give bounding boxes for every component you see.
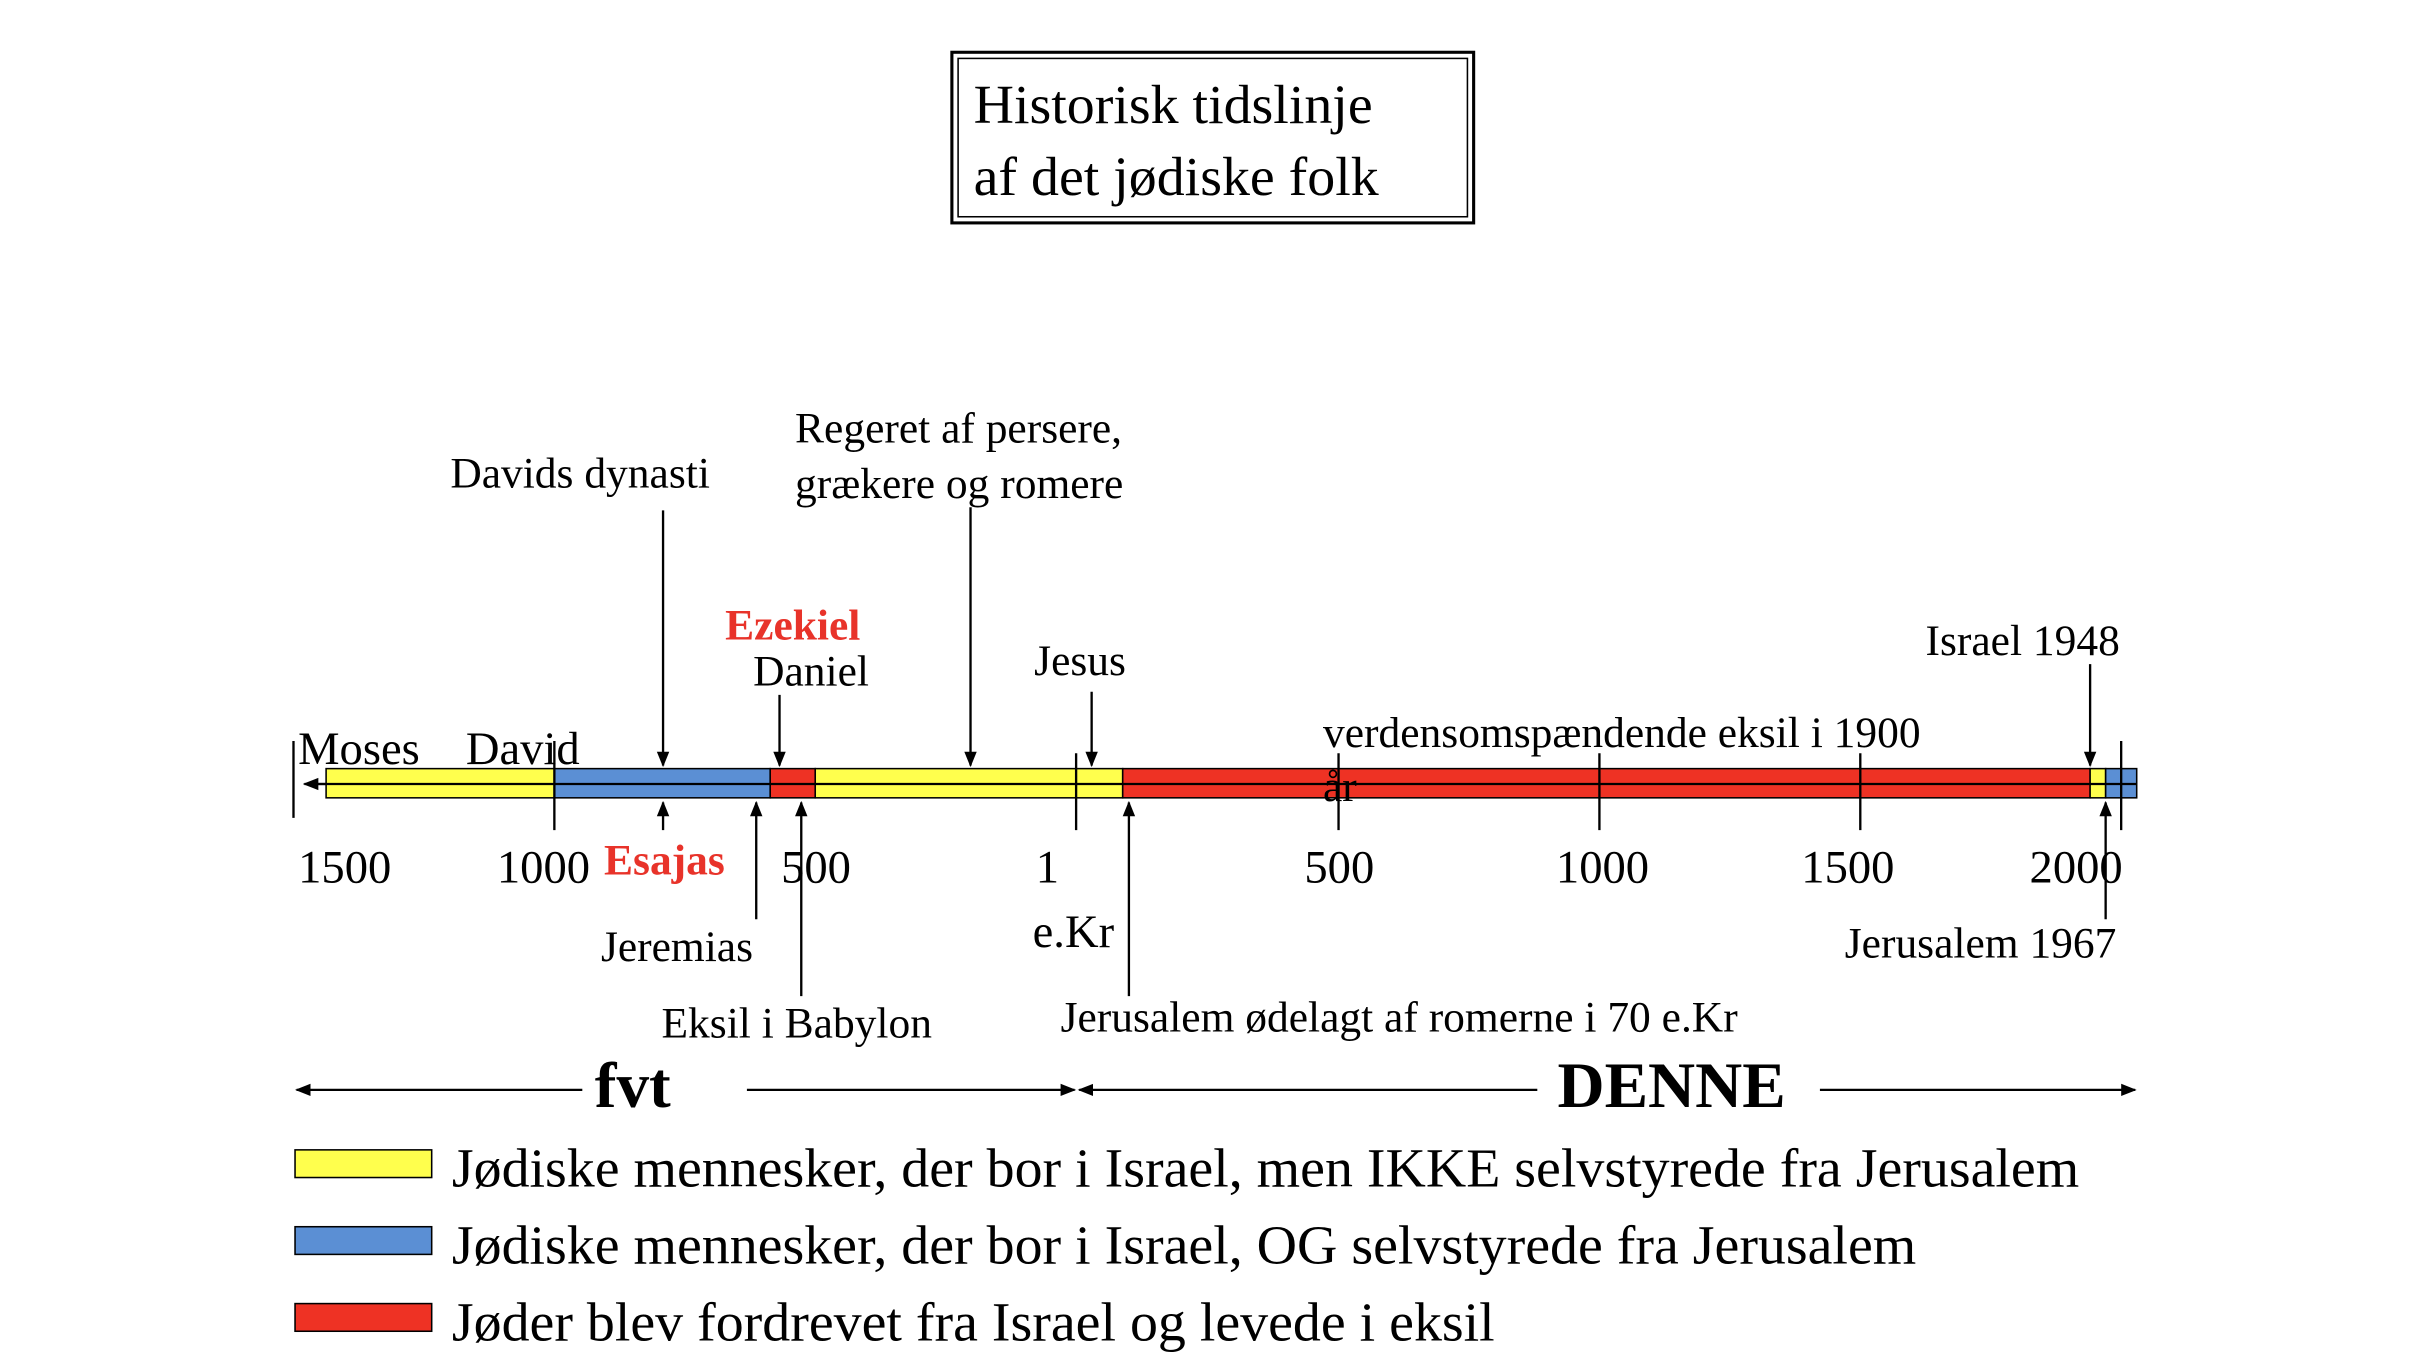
label: Jerusalem 1967 <box>1845 920 2117 968</box>
legend-label: Jøder blev fordrevet fra Israel og leved… <box>452 1292 1495 1354</box>
legend-label: Jødiske mennesker, der bor i Israel, OG … <box>452 1215 1916 1277</box>
title: Historisk tidslinje <box>974 74 1373 136</box>
era-label: DENNE <box>1557 1050 1785 1122</box>
label: Daniel <box>753 648 869 696</box>
legend-label: Jødiske mennesker, der bor i Israel, men… <box>452 1138 2079 1200</box>
title-box <box>950 50 1476 225</box>
tick-label: 1000 <box>1556 843 1649 894</box>
label: Regeret af persere, <box>795 405 1122 453</box>
legend-swatch <box>294 1302 433 1333</box>
label: e.Kr <box>1033 907 1115 958</box>
legend-swatch <box>294 1149 433 1179</box>
tick-label: 500 <box>1304 843 1374 894</box>
era-label: fvt <box>595 1050 671 1122</box>
title: af det jødiske folk <box>974 146 1379 208</box>
label: David <box>466 724 580 775</box>
legend-swatch <box>294 1225 433 1256</box>
tick-label: 2000 <box>2030 843 2123 894</box>
timeline-bar <box>310 767 2138 799</box>
label: verdensomspændende eksil i 1900 <box>1323 709 1921 757</box>
tick-label: 1 <box>1036 843 1059 894</box>
tick-labels: 1500 1000 500 1 500 1000 1500 2000 <box>298 843 2123 894</box>
tick-label: 1500 <box>1801 843 1894 894</box>
label: Jerusalem ødelagt af romerne i 70 e.Kr <box>1061 994 1739 1042</box>
label: Moses <box>298 724 420 775</box>
label: Jesus <box>1034 637 1126 685</box>
tick-label: 1000 <box>497 843 590 894</box>
tick-label: 1500 <box>298 843 391 894</box>
legend: Jødiske mennesker, der bor i Israel, men… <box>294 1138 2079 1354</box>
tick-label: 500 <box>781 843 851 894</box>
label: Esajas <box>604 837 725 885</box>
label: Jeremias <box>601 923 753 971</box>
label: Ezekiel <box>725 602 860 650</box>
label: Eksil i Babylon <box>662 1000 932 1048</box>
label: Davids dynasti <box>450 449 710 497</box>
tick-lines <box>292 740 2123 831</box>
pointer-arrows <box>656 507 2112 997</box>
label: Israel 1948 <box>1926 617 2120 665</box>
label: år <box>1323 763 1357 811</box>
label: grækere og romere <box>795 460 1123 508</box>
title-box-inner <box>957 57 1469 218</box>
